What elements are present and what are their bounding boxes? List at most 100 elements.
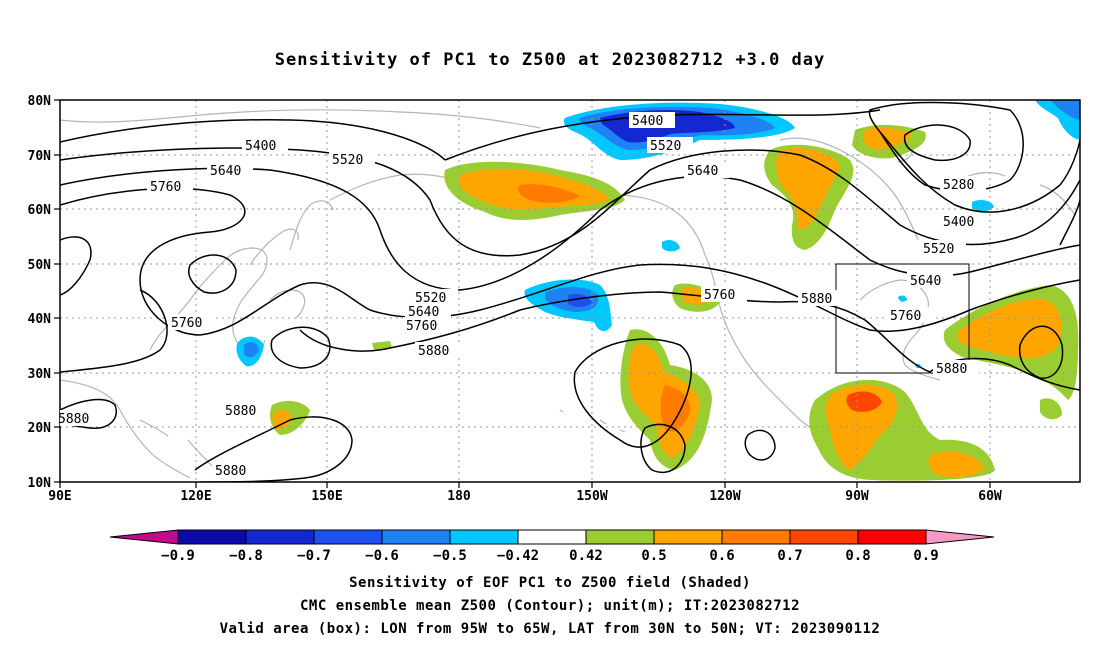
contour-label: 5640 bbox=[408, 305, 439, 320]
contour-label: 5520 bbox=[332, 153, 363, 168]
shade-blue-labrador bbox=[972, 199, 994, 212]
shade-blue-bering-small bbox=[662, 240, 680, 252]
contour-labels: 5400 5520 5640 5760 5400 5520 5640 5280 … bbox=[58, 112, 986, 479]
lon-label: 120E bbox=[180, 489, 211, 504]
caption-shading: Sensitivity of EOF PC1 to Z500 field (Sh… bbox=[349, 575, 751, 591]
contour-5280 bbox=[868, 101, 1024, 192]
colorbar: −0.9 −0.8 −0.7 −0.6 −0.5 −0.42 0.42 0.5 0.6 0.7 0.… bbox=[109, 529, 995, 564]
shade-red-bering bbox=[518, 184, 580, 203]
colorbar-label: 0.5 bbox=[641, 548, 666, 564]
contour-label: 5760 bbox=[150, 180, 181, 195]
colorbar-segment bbox=[313, 529, 383, 545]
shade-orange-westpac bbox=[272, 410, 292, 430]
shade-blue-east-small bbox=[898, 295, 907, 302]
contour-5760-west bbox=[60, 236, 92, 296]
map-title: Sensitivity of PC1 to Z500 at 2023082712… bbox=[274, 50, 826, 70]
colorbar-over-triangle bbox=[925, 529, 995, 545]
colorbar-label: −0.7 bbox=[297, 548, 331, 564]
shade-mid-arctic-east bbox=[1050, 100, 1080, 120]
lon-label: 90E bbox=[48, 489, 71, 504]
contour-5880-ring-japan bbox=[270, 326, 331, 369]
contour-label: 5400 bbox=[245, 139, 276, 154]
shade-orange-hudson bbox=[776, 148, 840, 230]
colorbar-label: 0.9 bbox=[913, 548, 938, 564]
colorbar-segment bbox=[857, 529, 927, 545]
colorbar-segment bbox=[449, 529, 519, 545]
shade-orange-gulf bbox=[825, 384, 897, 470]
lon-label: 150E bbox=[311, 489, 342, 504]
shade-positive-small bbox=[372, 341, 392, 350]
colorbar-label: −0.9 bbox=[161, 548, 195, 564]
contour-5880-pac-small bbox=[640, 423, 686, 474]
graticule bbox=[60, 100, 1080, 482]
contour-label: 5760 bbox=[406, 319, 437, 334]
colorbar-segment bbox=[653, 529, 723, 545]
contour-label: 5880 bbox=[215, 464, 246, 479]
lon-label: 120W bbox=[709, 489, 740, 504]
shade-orange-atlantic bbox=[957, 298, 1062, 359]
contour-5760-ring bbox=[188, 254, 237, 294]
lat-label: 20N bbox=[28, 421, 52, 436]
latitude-labels: 80N 70N 60N 50N 40N 30N 20N 10N bbox=[28, 94, 52, 491]
contour-label: 5640 bbox=[910, 274, 941, 289]
contour-label: 5880 bbox=[58, 412, 89, 427]
contour-5760 bbox=[60, 187, 1080, 336]
contour-label: 5640 bbox=[687, 164, 718, 179]
colorbar-under-triangle bbox=[109, 529, 179, 545]
contour-label: 5880 bbox=[418, 344, 449, 359]
contour-5880-mex bbox=[744, 429, 776, 461]
contour-label: 5760 bbox=[890, 309, 921, 324]
colorbar-segment bbox=[381, 529, 451, 545]
contour-5280-inner bbox=[903, 124, 971, 162]
colorbar-label: 0.42 bbox=[569, 548, 603, 564]
longitude-labels: 90E 120E 150E 180 150W 120W 90W 60W bbox=[48, 489, 1002, 504]
contour-label: 5760 bbox=[704, 288, 735, 303]
contour-label: 5880 bbox=[801, 292, 832, 307]
contour-5880 bbox=[60, 289, 931, 373]
shade-red-gulf bbox=[846, 391, 882, 412]
colorbar-label: −0.8 bbox=[229, 548, 263, 564]
lat-label: 30N bbox=[28, 367, 52, 382]
colorbar-label: −0.6 bbox=[365, 548, 399, 564]
lon-label: 180 bbox=[447, 489, 471, 504]
lat-label: 40N bbox=[28, 312, 52, 327]
lat-label: 70N bbox=[28, 149, 52, 164]
colorbar-segment bbox=[789, 529, 859, 545]
shade-orange-carib bbox=[928, 451, 985, 478]
shade-orange-greenland bbox=[863, 127, 912, 150]
shade-red-eastpac bbox=[660, 385, 691, 432]
lon-label: 150W bbox=[576, 489, 607, 504]
colorbar-label: −0.5 bbox=[433, 548, 467, 564]
colorbar-segment bbox=[721, 529, 791, 545]
caption-valid-area: Valid area (box): LON from 95W to 65W, L… bbox=[219, 621, 881, 637]
contour-label: 5280 bbox=[943, 178, 974, 193]
shade-mid-japan bbox=[244, 342, 259, 358]
caption-contour: CMC ensemble mean Z500 (Contour); unit(m… bbox=[299, 598, 800, 614]
colorbar-segment bbox=[245, 529, 315, 545]
contour-5400-east bbox=[879, 131, 1080, 213]
lat-label: 50N bbox=[28, 258, 52, 273]
contour-5880-pac bbox=[573, 338, 692, 448]
contour-label: 5760 bbox=[171, 316, 202, 331]
lat-label: 10N bbox=[28, 476, 52, 491]
lon-label: 90W bbox=[845, 489, 869, 504]
lat-label: 80N bbox=[28, 94, 52, 109]
colorbar-segment bbox=[517, 529, 587, 545]
lon-label: 60W bbox=[978, 489, 1002, 504]
contour-label: 5640 bbox=[210, 164, 241, 179]
lat-label: 60N bbox=[28, 203, 52, 218]
contour-5400-west bbox=[60, 119, 446, 161]
contour-label: 5880 bbox=[936, 362, 967, 377]
colorbar-label: 0.7 bbox=[777, 548, 802, 564]
contour-label: 5400 bbox=[943, 215, 974, 230]
plot-frame bbox=[59, 99, 1081, 483]
colorbar-segment bbox=[177, 529, 247, 545]
colorbar-label: −0.42 bbox=[497, 548, 539, 564]
contour-label: 5880 bbox=[225, 404, 256, 419]
colorbar-label: 0.8 bbox=[845, 548, 870, 564]
valid-area-box bbox=[835, 263, 970, 374]
positive-sensitivity-shading bbox=[270, 124, 1079, 481]
colorbar-label: 0.6 bbox=[709, 548, 734, 564]
contour-label: 5520 bbox=[923, 242, 954, 257]
